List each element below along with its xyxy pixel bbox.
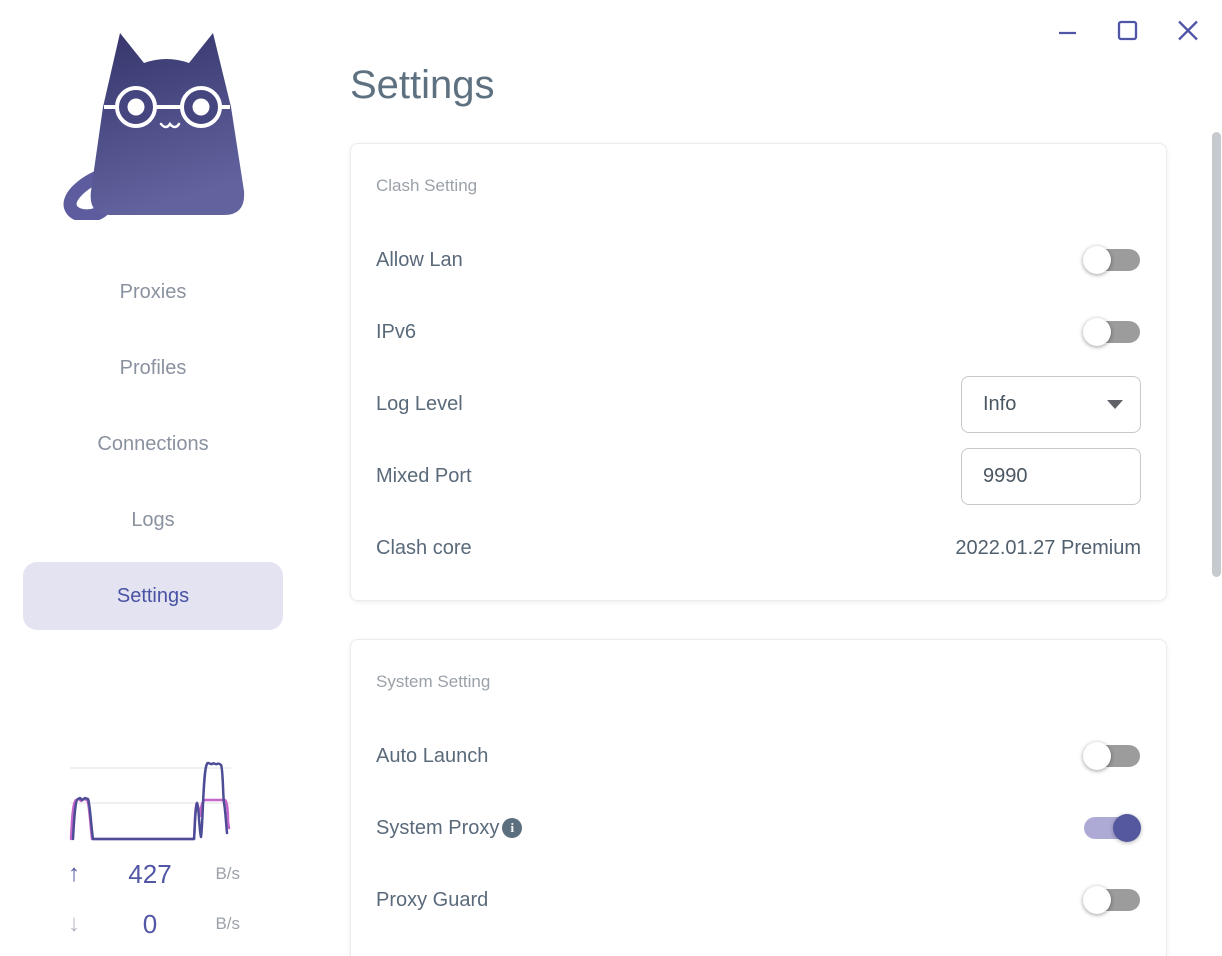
system-proxy-toggle[interactable] (1083, 814, 1141, 842)
setting-row-log-level: Log Level Info (376, 368, 1141, 440)
upload-arrow-icon: ↑ (68, 860, 80, 887)
row-label: Allow Lan (376, 248, 463, 271)
sidebar-item-profiles[interactable]: Profiles (119, 356, 187, 379)
row-label-text: System Proxy (376, 816, 500, 839)
download-unit: B/s (215, 914, 240, 933)
setting-row-proxy-guard: Proxy Guard (376, 864, 1141, 936)
download-stat-row: ↓ 0 B/s (68, 904, 240, 944)
maximize-button[interactable] (1116, 17, 1140, 43)
row-label: Log Level (376, 392, 463, 415)
setting-row-system-proxy: System Proxy i (376, 792, 1141, 864)
clash-cat-logo-icon (63, 33, 245, 220)
toggle-thumb (1113, 814, 1141, 842)
traffic-panel: ↑ 427 B/s ↓ 0 B/s (0, 752, 306, 944)
upload-line (71, 761, 229, 841)
auto-launch-toggle[interactable] (1083, 742, 1141, 770)
traffic-graph (69, 761, 231, 841)
sidebar-item-logs[interactable]: Logs (131, 508, 175, 531)
sidebar-item-connections[interactable]: Connections (97, 432, 209, 455)
system-setting-card: System Setting Auto Launch System Proxy … (350, 639, 1167, 956)
page-title: Settings (350, 63, 495, 107)
close-icon (1178, 20, 1198, 41)
setting-row-allow-lan: Allow Lan (376, 224, 1141, 296)
row-label: Mixed Port (376, 464, 472, 487)
row-label: Clash core (376, 536, 472, 559)
download-arrow-icon: ↓ (68, 910, 80, 937)
log-level-select[interactable]: Info (961, 375, 1141, 433)
sidebar: Proxies Profiles Connections Logs Settin… (0, 0, 306, 956)
row-label: Proxy Guard (376, 888, 489, 911)
window-controls (1056, 17, 1200, 43)
row-label: Auto Launch (376, 744, 489, 767)
info-icon[interactable]: i (502, 818, 523, 838)
sidebar-item-settings[interactable]: Settings (23, 562, 283, 630)
scrollbar-thumb[interactable] (1212, 132, 1221, 577)
toggle-thumb (1083, 318, 1111, 346)
minimize-button[interactable] (1056, 17, 1080, 43)
setting-row-auto-launch: Auto Launch (376, 720, 1141, 792)
sidebar-nav: Proxies Profiles Connections Logs Settin… (0, 258, 306, 630)
setting-row-ipv6: IPv6 (376, 296, 1141, 368)
clash-core-version: 2022.01.27 Premium (955, 536, 1141, 559)
card-title: Clash Setting (376, 176, 478, 195)
download-value: 0 (142, 908, 158, 939)
row-label: IPv6 (376, 320, 417, 343)
download-line (69, 797, 231, 841)
log-level-value: Info (983, 392, 1017, 415)
close-button[interactable] (1176, 17, 1200, 43)
card-title: System Setting (376, 672, 491, 691)
toggle-thumb (1083, 742, 1111, 770)
sidebar-item-proxies[interactable]: Proxies (119, 280, 187, 303)
minimize-icon (1059, 31, 1076, 35)
main-content: Settings Clash Setting Allow Lan IPv6 Lo… (350, 0, 1170, 956)
row-label: System Proxy i (376, 816, 523, 840)
setting-row-mixed-port: Mixed Port (376, 440, 1141, 512)
allow-lan-toggle[interactable] (1083, 246, 1141, 274)
upload-unit: B/s (215, 864, 240, 883)
toggle-thumb (1083, 246, 1111, 274)
upload-value: 427 (128, 858, 172, 889)
chevron-down-icon (1107, 399, 1123, 409)
ipv6-toggle[interactable] (1083, 318, 1141, 346)
proxy-guard-toggle[interactable] (1083, 886, 1141, 914)
maximize-icon (1117, 20, 1138, 41)
upload-stat-row: ↑ 427 B/s (68, 854, 240, 894)
mixed-port-input[interactable] (961, 447, 1141, 505)
clash-setting-card: Clash Setting Allow Lan IPv6 Log Level I… (350, 143, 1167, 601)
app-logo (0, 25, 306, 220)
toggle-thumb (1083, 886, 1111, 914)
setting-row-clash-core: Clash core 2022.01.27 Premium (376, 512, 1141, 584)
